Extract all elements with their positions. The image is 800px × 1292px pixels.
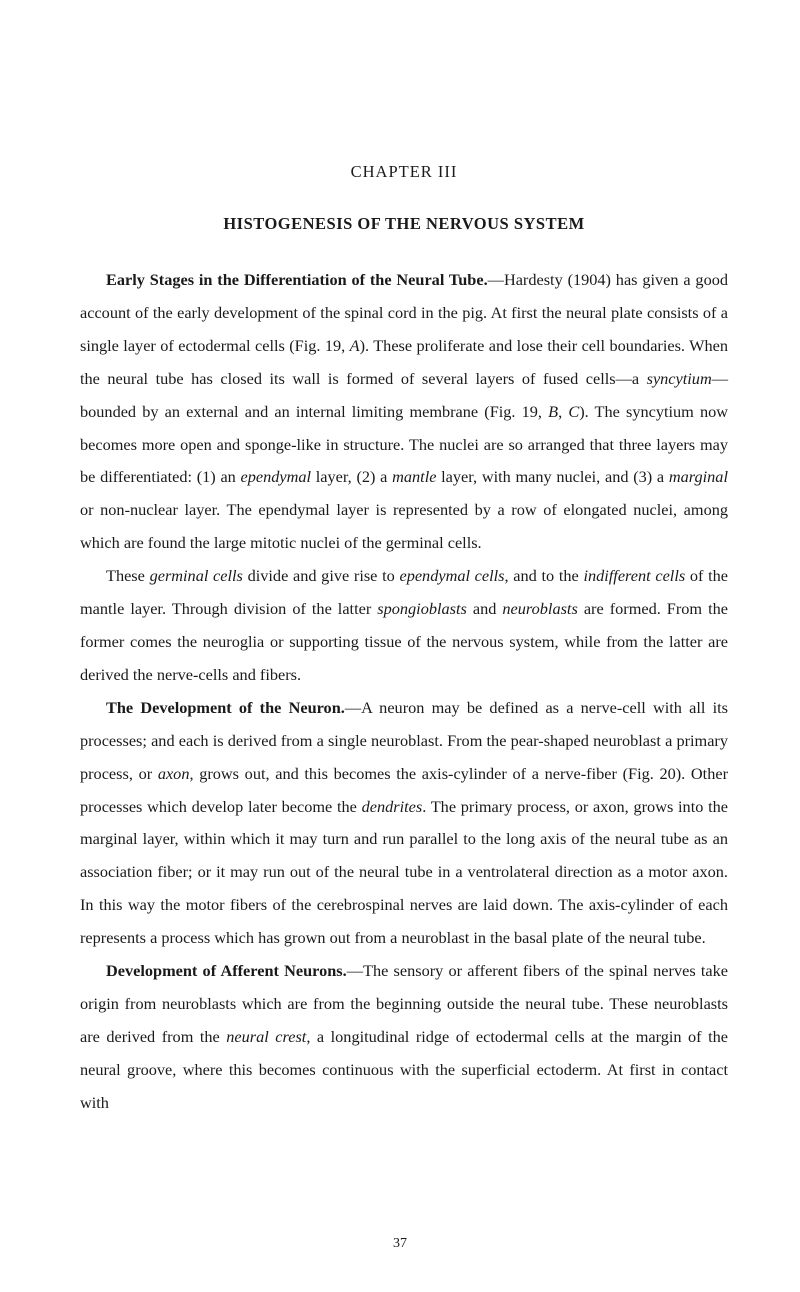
text: , (558, 402, 568, 421)
italic: indif­ferent cells (583, 566, 685, 585)
page-number: 37 (0, 1236, 800, 1252)
italic: axon (158, 764, 190, 783)
italic: dendrites (362, 797, 423, 816)
italic: neuroblasts (502, 599, 577, 618)
italic: mantle (392, 467, 436, 486)
italic: B (548, 402, 558, 421)
text: divide and give rise to (243, 566, 400, 585)
italic: marginal (669, 467, 728, 486)
paragraph-4: Development of Afferent Neurons.—The sen… (80, 955, 728, 1120)
text: These (106, 566, 150, 585)
italic: C (568, 402, 579, 421)
italic: A (350, 336, 360, 355)
italic: spongioblasts (377, 599, 467, 618)
text: , and to the (505, 566, 584, 585)
text: and (467, 599, 503, 618)
italic: ependymal cells (399, 566, 504, 585)
run-in-heading: Early Stages in the Differentiation of t… (106, 270, 488, 289)
text: layer, (2) a (311, 467, 392, 486)
page-title: HISTOGENESIS OF THE NERVOUS SYSTEM (80, 214, 728, 234)
italic: syncytium (647, 369, 712, 388)
text: or non-nuclear layer. The ependymal laye… (80, 500, 728, 552)
run-in-heading: The Development of the Neuron. (106, 698, 345, 717)
italic: ependymal (241, 467, 312, 486)
paragraph-2: These germinal cells divide and give ris… (80, 560, 728, 692)
text: . The primary process, or axon, grows in… (80, 797, 728, 948)
chapter-heading: CHAPTER III (80, 162, 728, 182)
italic: germinal cells (150, 566, 243, 585)
italic: neural crest (226, 1027, 306, 1046)
paragraph-3: The Development of the Neuron.—A neuron … (80, 692, 728, 955)
run-in-heading: Development of Afferent Neurons. (106, 961, 347, 980)
paragraph-1: Early Stages in the Differentiation of t… (80, 264, 728, 560)
text: layer, with many nuclei, and (3) a (436, 467, 668, 486)
